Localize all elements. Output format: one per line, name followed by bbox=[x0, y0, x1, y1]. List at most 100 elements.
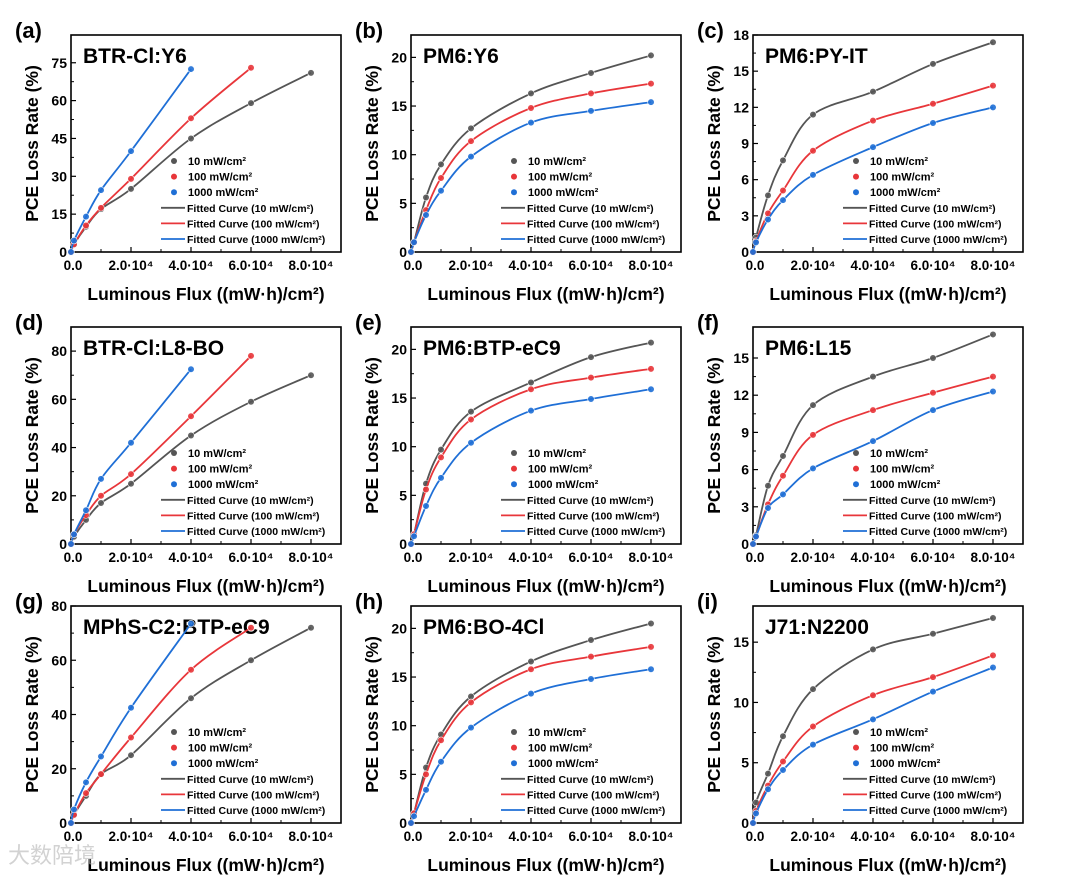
y-tick-label: 20 bbox=[391, 620, 407, 636]
data-point-100 bbox=[82, 789, 90, 797]
data-point-10 bbox=[527, 89, 535, 97]
data-point-10 bbox=[809, 401, 817, 409]
panel-b: (b) PM6:Y6 0 5 10 15 20 0.0 2.0·10⁴ 4.0·10⁴ 6.0·10… bbox=[355, 18, 682, 304]
x-tick-label: 2.0·10⁴ bbox=[449, 550, 494, 565]
data-point-1000 bbox=[70, 805, 78, 814]
data-point-1000 bbox=[764, 215, 772, 224]
plot-frame bbox=[752, 605, 1024, 824]
legend: 10 mW/cm² 100 mW/cm² 1000 mW/cm² Fitted Cur… bbox=[843, 448, 1007, 538]
panel-f: (f) PM6:L15 0 3 6 9 12 15 0.0 2.0·10⁴ 4.0·10⁴ 6.0·1… bbox=[697, 310, 1024, 596]
legend-marker-icon bbox=[853, 189, 859, 196]
data-point-100 bbox=[467, 137, 475, 145]
data-point-1000 bbox=[749, 540, 757, 548]
data-point-1000 bbox=[527, 407, 535, 415]
data-point-10 bbox=[527, 378, 535, 387]
x-axis-label: Luminous Flux ((mW·h)/cm²) bbox=[87, 855, 324, 875]
legend-label: 10 mW/cm² bbox=[870, 448, 928, 460]
x-tick-label: 2.0·10⁴ bbox=[791, 829, 836, 844]
legend-marker-icon bbox=[171, 729, 177, 735]
x-tick-label: 8.0·10⁴ bbox=[971, 829, 1016, 844]
panel-h: (h) PM6:BO-4Cl 0 5 10 15 20 0.0 2.0·10⁴ 4.0·10⁴ 6.… bbox=[355, 589, 682, 875]
legend-marker-icon bbox=[171, 465, 177, 472]
panel-a: (a) BTR-Cl:Y6 0 15 30 45 60 75 0.0 2.0·10⁴ 4.0·10⁴… bbox=[15, 18, 342, 304]
data-point-1000 bbox=[127, 439, 135, 447]
data-point-10 bbox=[764, 191, 772, 199]
data-point-100 bbox=[437, 736, 445, 744]
data-point-1000 bbox=[779, 490, 787, 499]
data-point-10 bbox=[127, 751, 135, 759]
legend-label: 1000 mW/cm² bbox=[870, 479, 941, 491]
y-axis-label: PCE Loss Rate (%) bbox=[22, 357, 42, 514]
data-point-1000 bbox=[410, 812, 418, 820]
legend-marker-icon bbox=[511, 173, 517, 180]
data-point-10 bbox=[779, 732, 787, 740]
y-tick-label: 10 bbox=[391, 718, 407, 734]
legend-label: Fitted Curve (10 mW/cm²) bbox=[187, 774, 314, 786]
data-point-10 bbox=[869, 373, 877, 381]
legend-label: Fitted Curve (10 mW/cm²) bbox=[527, 495, 654, 507]
data-point-100 bbox=[779, 186, 787, 195]
x-axis-label: Luminous Flux ((mW·h)/cm²) bbox=[427, 576, 664, 596]
x-tick-label: 4.0·10⁴ bbox=[169, 550, 214, 565]
legend-label: Fitted Curve (100 mW/cm²) bbox=[869, 789, 1001, 801]
legend-label: 1000 mW/cm² bbox=[870, 187, 941, 199]
data-point-1000 bbox=[187, 65, 195, 73]
x-tick-label: 0.0 bbox=[746, 258, 765, 273]
y-tick-label: 75 bbox=[51, 55, 67, 71]
legend: 10 mW/cm² 100 mW/cm² 1000 mW/cm² Fitted Cur… bbox=[501, 448, 665, 538]
legend-label: Fitted Curve (10 mW/cm²) bbox=[869, 203, 996, 215]
x-tick-label: 0.0 bbox=[746, 829, 765, 844]
x-tick-label: 6.0·10⁴ bbox=[229, 550, 274, 565]
legend: 10 mW/cm² 100 mW/cm² 1000 mW/cm² Fitted Cur… bbox=[501, 727, 665, 817]
y-tick-label: 20 bbox=[391, 49, 407, 65]
panel-title: PM6:BTP-eC9 bbox=[423, 337, 561, 360]
x-tick-label: 4.0·10⁴ bbox=[509, 258, 554, 273]
y-tick-label: 18 bbox=[733, 27, 749, 43]
fitted-curve-1000 bbox=[70, 368, 192, 545]
data-point-1000 bbox=[587, 107, 595, 115]
legend: 10 mW/cm² 100 mW/cm² 1000 mW/cm² Fitted Cur… bbox=[161, 448, 325, 538]
y-axis-label: PCE Loss Rate (%) bbox=[22, 636, 42, 793]
x-tick-label: 4.0·10⁴ bbox=[169, 829, 214, 844]
data-point-1000 bbox=[467, 724, 475, 732]
data-point-100 bbox=[647, 365, 655, 373]
x-axis-label: Luminous Flux ((mW·h)/cm²) bbox=[87, 284, 324, 304]
panel-d: (d) BTR-Cl:L8-BO 0 20 40 60 80 0.0 2.0·10⁴ 4.0·10… bbox=[15, 310, 342, 596]
legend-label: 10 mW/cm² bbox=[188, 448, 246, 460]
data-point-100 bbox=[187, 666, 195, 674]
legend-marker-icon bbox=[511, 189, 517, 196]
legend-label: 10 mW/cm² bbox=[870, 156, 928, 168]
data-point-10 bbox=[809, 110, 817, 119]
x-axis-label: Luminous Flux ((mW·h)/cm²) bbox=[427, 855, 664, 875]
data-point-1000 bbox=[869, 437, 877, 445]
data-point-1000 bbox=[67, 540, 75, 548]
data-point-10 bbox=[587, 69, 595, 77]
data-point-10 bbox=[127, 480, 135, 488]
legend-label: Fitted Curve (1000 mW/cm²) bbox=[869, 805, 1007, 817]
y-tick-label: 0 bbox=[399, 536, 407, 552]
x-tick-label: 4.0·10⁴ bbox=[851, 550, 896, 565]
y-tick-label: 10 bbox=[733, 694, 749, 710]
data-point-100 bbox=[247, 624, 255, 632]
data-point-100 bbox=[869, 691, 877, 699]
data-point-10 bbox=[989, 38, 997, 46]
legend-label: 1000 mW/cm² bbox=[528, 758, 599, 770]
data-point-1000 bbox=[97, 475, 105, 483]
x-axis-label: Luminous Flux ((mW·h)/cm²) bbox=[769, 576, 1006, 596]
x-tick-label: 6.0·10⁴ bbox=[911, 829, 956, 844]
data-point-10 bbox=[187, 134, 195, 143]
data-point-100 bbox=[82, 221, 90, 230]
y-tick-label: 20 bbox=[391, 341, 407, 357]
data-point-100 bbox=[779, 472, 787, 480]
data-point-1000 bbox=[752, 809, 760, 817]
x-tick-label: 6.0·10⁴ bbox=[569, 550, 614, 565]
data-point-100 bbox=[989, 651, 997, 660]
legend-marker-icon bbox=[511, 729, 517, 735]
x-axis-label: Luminous Flux ((mW·h)/cm²) bbox=[769, 284, 1006, 304]
panel-title: PM6:Y6 bbox=[423, 45, 499, 68]
legend: 10 mW/cm² 100 mW/cm² 1000 mW/cm² Fitted Cur… bbox=[843, 156, 1007, 246]
data-point-10 bbox=[779, 156, 787, 164]
legend-marker-icon bbox=[511, 760, 517, 767]
legend-marker-icon bbox=[171, 158, 177, 164]
x-tick-label: 4.0·10⁴ bbox=[169, 258, 214, 273]
